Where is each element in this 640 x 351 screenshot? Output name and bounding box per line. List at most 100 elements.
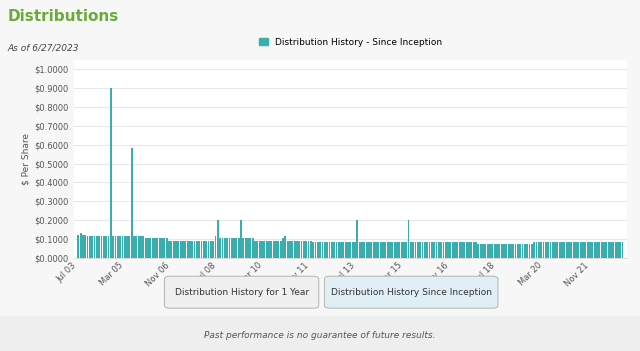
Text: Distributions: Distributions bbox=[8, 9, 119, 24]
Bar bbox=[538, 242, 540, 258]
Bar bbox=[284, 236, 286, 258]
Bar bbox=[268, 241, 270, 258]
Bar bbox=[531, 244, 532, 258]
Bar bbox=[187, 241, 189, 258]
Bar bbox=[324, 242, 326, 258]
Bar bbox=[482, 244, 484, 258]
Bar bbox=[138, 236, 140, 258]
Bar bbox=[378, 242, 380, 258]
Bar bbox=[257, 241, 259, 258]
Bar bbox=[96, 236, 98, 258]
Bar bbox=[419, 242, 421, 258]
Bar bbox=[231, 238, 233, 258]
Bar bbox=[212, 241, 214, 258]
Bar bbox=[587, 242, 589, 258]
Text: As of 6/27/2023: As of 6/27/2023 bbox=[8, 44, 79, 53]
Bar bbox=[301, 241, 303, 258]
Bar bbox=[568, 242, 570, 258]
Bar bbox=[124, 236, 125, 258]
Bar bbox=[224, 238, 226, 258]
Bar bbox=[372, 242, 374, 258]
Bar bbox=[156, 238, 158, 258]
Bar bbox=[112, 236, 114, 258]
Bar bbox=[261, 241, 263, 258]
Bar bbox=[86, 236, 88, 258]
Legend: Distribution History - Since Inception: Distribution History - Since Inception bbox=[255, 34, 445, 51]
Bar bbox=[149, 238, 151, 258]
Bar bbox=[252, 238, 253, 258]
Bar bbox=[470, 242, 472, 258]
Bar bbox=[387, 242, 388, 258]
Bar bbox=[389, 242, 391, 258]
Bar bbox=[589, 242, 591, 258]
Bar bbox=[410, 242, 412, 258]
Bar bbox=[247, 238, 249, 258]
Bar bbox=[375, 242, 377, 258]
Bar bbox=[240, 220, 242, 258]
Bar bbox=[422, 242, 424, 258]
Bar bbox=[331, 242, 333, 258]
Bar bbox=[166, 238, 168, 258]
Bar bbox=[77, 235, 79, 258]
Bar bbox=[217, 220, 219, 258]
Bar bbox=[415, 242, 417, 258]
Bar bbox=[349, 242, 351, 258]
Bar bbox=[228, 238, 230, 258]
Bar bbox=[442, 242, 444, 258]
Bar bbox=[557, 242, 558, 258]
Bar bbox=[371, 242, 372, 258]
Bar bbox=[119, 236, 121, 258]
Bar bbox=[110, 88, 112, 258]
Bar bbox=[603, 242, 605, 258]
Bar bbox=[170, 241, 172, 258]
Bar bbox=[461, 242, 463, 258]
Bar bbox=[517, 244, 519, 258]
Bar bbox=[463, 242, 465, 258]
Bar bbox=[591, 242, 593, 258]
Bar bbox=[143, 236, 144, 258]
Bar bbox=[596, 242, 598, 258]
Bar bbox=[312, 242, 314, 258]
Bar bbox=[456, 242, 458, 258]
Bar bbox=[391, 242, 393, 258]
Bar bbox=[449, 242, 451, 258]
Bar bbox=[401, 242, 403, 258]
Bar bbox=[473, 242, 475, 258]
Bar bbox=[499, 244, 500, 258]
Bar bbox=[89, 236, 91, 258]
Bar bbox=[342, 242, 344, 258]
Bar bbox=[489, 244, 491, 258]
Bar bbox=[468, 242, 470, 258]
Bar bbox=[250, 238, 252, 258]
Bar bbox=[84, 235, 86, 258]
Bar bbox=[359, 242, 360, 258]
Bar bbox=[496, 244, 498, 258]
Bar bbox=[319, 242, 321, 258]
Bar bbox=[584, 242, 586, 258]
Bar bbox=[210, 241, 212, 258]
Bar bbox=[175, 241, 177, 258]
Bar bbox=[601, 242, 602, 258]
Bar bbox=[605, 242, 607, 258]
Bar bbox=[354, 242, 356, 258]
Bar bbox=[594, 242, 596, 258]
Bar bbox=[115, 236, 116, 258]
Bar bbox=[182, 241, 184, 258]
Bar bbox=[287, 241, 289, 258]
Bar bbox=[466, 242, 468, 258]
Bar bbox=[396, 242, 398, 258]
Bar bbox=[289, 241, 291, 258]
Y-axis label: $ Per Share: $ Per Share bbox=[21, 133, 30, 185]
Bar bbox=[500, 244, 502, 258]
Bar bbox=[100, 236, 102, 258]
Bar bbox=[270, 241, 272, 258]
Bar bbox=[424, 242, 426, 258]
Bar bbox=[598, 242, 600, 258]
Bar bbox=[436, 242, 437, 258]
Bar bbox=[280, 241, 282, 258]
Bar bbox=[277, 241, 279, 258]
Bar bbox=[536, 242, 538, 258]
Bar bbox=[484, 244, 486, 258]
Bar bbox=[447, 242, 449, 258]
Bar bbox=[191, 241, 193, 258]
